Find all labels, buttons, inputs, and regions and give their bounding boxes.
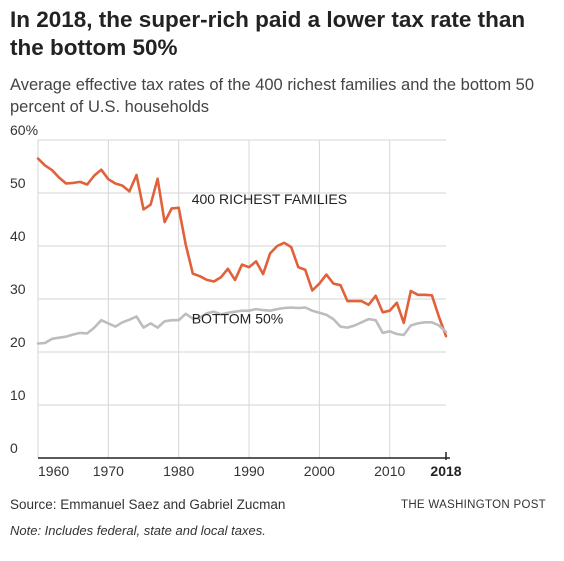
- line-chart: 0 10 20 30 40 50 60% 1960 1970 1980 1990 2000 2010 2…: [10, 122, 462, 479]
- series-label-top400: 400 RICHEST FAMILIES: [192, 191, 347, 207]
- series-group: [36, 157, 448, 345]
- y-tick-label: 40: [10, 228, 26, 244]
- series-label-bottom50: BOTTOM 50%: [192, 310, 284, 326]
- gridlines: [37, 139, 450, 459]
- y-tick-label: 20: [10, 334, 26, 350]
- y-tick-label: 30: [10, 281, 26, 297]
- y-tick-label: 10: [10, 387, 26, 403]
- series-labels: 400 RICHEST FAMILIES BOTTOM 50%: [192, 191, 347, 326]
- x-tick-label: 1960: [38, 463, 69, 479]
- chart-subtitle: Average effective tax rates of the 400 r…: [10, 76, 535, 116]
- series-line-top400: [36, 157, 448, 338]
- footnote: Note: Includes federal, state and local …: [10, 523, 266, 538]
- x-tick-label: 2000: [304, 463, 335, 479]
- publisher-credit: THE WASHINGTON POST: [401, 499, 546, 511]
- y-tick-label: 60%: [10, 122, 38, 138]
- source-note: Source: Emmanuel Saez and Gabriel Zucman: [10, 497, 286, 512]
- chart-title: In 2018, the super-rich paid a lower tax…: [10, 7, 526, 60]
- x-tick-label: 1990: [233, 463, 264, 479]
- y-tick-label: 50: [10, 175, 26, 191]
- y-tick-label: 0: [10, 440, 18, 456]
- x-final-tick-label: 2018: [430, 463, 461, 479]
- y-axis-ticks: 0 10 20 30 40 50 60%: [10, 122, 38, 456]
- series-line-bottom50: [36, 306, 448, 345]
- x-tick-label: 1970: [93, 463, 124, 479]
- x-tick-label: 1980: [163, 463, 194, 479]
- x-tick-label: 2010: [374, 463, 405, 479]
- x-axis-ticks: 1960 1970 1980 1990 2000 2010 2018: [38, 452, 462, 479]
